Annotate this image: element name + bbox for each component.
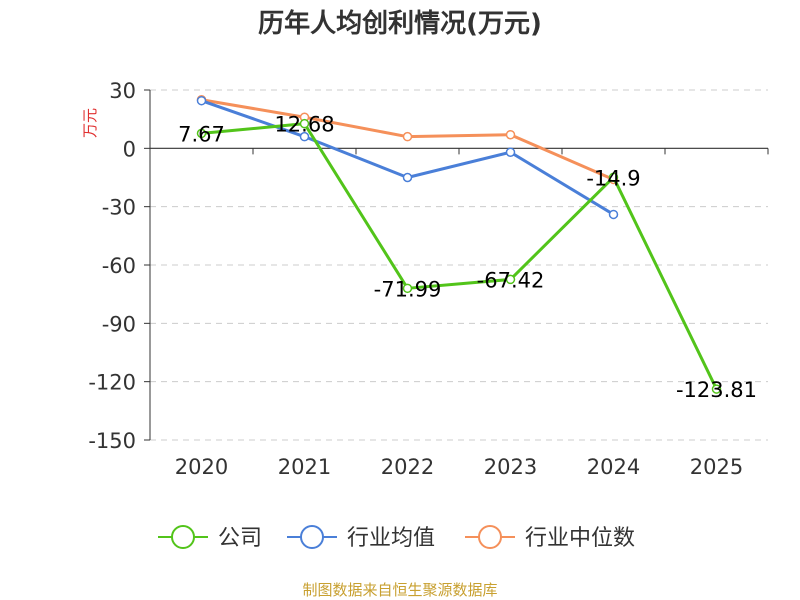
chart-title: 历年人均创利情况(万元) bbox=[258, 8, 542, 39]
data-label-2020: 7.67 bbox=[178, 122, 225, 146]
point-company-2020 bbox=[196, 128, 207, 139]
point-industry_median-2022 bbox=[402, 131, 413, 142]
x-tick-label-2021: 2021 bbox=[278, 455, 331, 479]
point-company-2021 bbox=[299, 118, 310, 129]
point-company-2023 bbox=[505, 274, 516, 285]
series-line-company bbox=[201, 122, 718, 390]
y-axis-label: 万元 bbox=[81, 108, 99, 138]
legend-swatch-marker-industry_avg bbox=[300, 525, 324, 549]
point-industry_avg-2020 bbox=[196, 95, 207, 106]
legend-item-company[interactable]: 公司 bbox=[158, 525, 262, 551]
point-industry_median-2023 bbox=[505, 129, 516, 140]
axes: 30 0 -30 -60 -90 -120 -150 2020 2021 2022 2023 2024… bbox=[88, 79, 769, 479]
data-label-2021: 12.68 bbox=[274, 113, 334, 137]
source-note: 制图数据来自恒生聚源数据库 bbox=[302, 581, 497, 599]
legend[interactable]: 公司 行业均值 行业中位数 bbox=[158, 525, 635, 551]
y-tick-label-30: 30 bbox=[109, 79, 136, 103]
series-line-industry_avg bbox=[201, 99, 615, 216]
y-tick-label--60: -60 bbox=[102, 254, 136, 278]
y-tick-label--30: -30 bbox=[102, 196, 136, 220]
legend-label-company: 公司 bbox=[218, 526, 262, 551]
legend-label-industry_median: 行业中位数 bbox=[525, 526, 635, 551]
point-industry_avg-2022 bbox=[402, 172, 413, 183]
x-tick-label-2023: 2023 bbox=[484, 455, 537, 479]
data-label-2025: -123.81 bbox=[676, 378, 757, 402]
point-industry_avg-2021 bbox=[299, 131, 310, 142]
data-label-2022: -71.99 bbox=[374, 277, 442, 301]
legend-swatch-marker-industry_median bbox=[478, 525, 502, 549]
x-tick-label-2024: 2024 bbox=[587, 455, 640, 479]
point-industry_avg-2023 bbox=[505, 147, 516, 157]
point-company-2022 bbox=[402, 283, 413, 294]
x-tick-label-2020: 2020 bbox=[175, 455, 228, 479]
y-tick-label--90: -90 bbox=[102, 312, 136, 336]
legend-swatch-marker-company bbox=[171, 525, 195, 549]
x-tick-label-2025: 2025 bbox=[690, 455, 743, 479]
grid-lines bbox=[150, 89, 768, 441]
legend-item-industry_avg[interactable]: 行业均值 bbox=[287, 525, 435, 551]
y-tick-label--150: -150 bbox=[88, 429, 136, 453]
y-tick-label--120: -120 bbox=[88, 371, 136, 395]
point-industry_avg-2024 bbox=[608, 209, 619, 220]
series-group bbox=[196, 94, 722, 394]
data-labels: 7.67 12.68 -71.99 -67.42 -14.9 -123.81 bbox=[178, 113, 757, 402]
data-label-2023: -67.42 bbox=[477, 268, 545, 292]
point-company-2024 bbox=[608, 172, 619, 183]
legend-item-industry_median[interactable]: 行业中位数 bbox=[465, 525, 635, 551]
y-tick-label-0: 0 bbox=[123, 137, 136, 161]
data-label-2024: -14.9 bbox=[586, 166, 640, 190]
point-company-2025 bbox=[711, 384, 722, 394]
x-tick-label-2022: 2022 bbox=[381, 455, 434, 479]
legend-label-industry_avg: 行业均值 bbox=[347, 526, 435, 551]
